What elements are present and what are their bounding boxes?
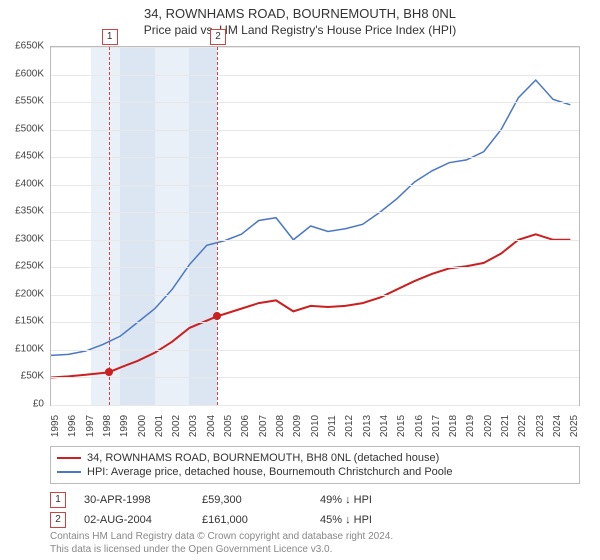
x-tick-label: 2006 <box>240 415 251 437</box>
transaction-date: 02-AUG-2004 <box>84 514 184 526</box>
legend-swatch <box>57 471 81 473</box>
y-tick-label: £0 <box>33 399 44 410</box>
x-tick-label: 2001 <box>154 415 165 437</box>
x-tick-label: 2012 <box>344 415 355 437</box>
legend: 34, ROWNHAMS ROAD, BOURNEMOUTH, BH8 0NL … <box>50 446 580 484</box>
x-tick-label: 2015 <box>396 415 407 437</box>
y-tick-label: £650K <box>15 41 44 52</box>
legend-row: 34, ROWNHAMS ROAD, BOURNEMOUTH, BH8 0NL … <box>57 451 573 465</box>
y-tick-label: £350K <box>15 206 44 217</box>
x-tick-label: 2013 <box>362 415 373 437</box>
x-tick-label: 2020 <box>483 415 494 437</box>
transaction-id-box: 1 <box>50 492 66 508</box>
y-axis-labels: £0£50K£100K£150K£200K£250K£300K£350K£400… <box>0 46 48 406</box>
x-tick-label: 1995 <box>50 415 61 437</box>
y-tick-label: £600K <box>15 68 44 79</box>
footer-attribution: Contains HM Land Registry data © Crown c… <box>50 530 580 556</box>
plot-area: 12 <box>50 46 580 406</box>
footer-line: This data is licensed under the Open Gov… <box>50 543 580 556</box>
x-tick-label: 1998 <box>102 415 113 437</box>
x-tick-label: 2024 <box>552 415 563 437</box>
chart-container: { "title": "34, ROWNHAMS ROAD, BOURNEMOU… <box>0 0 600 560</box>
y-tick-label: £300K <box>15 233 44 244</box>
x-tick-label: 1996 <box>67 415 78 437</box>
x-tick-label: 2004 <box>206 415 217 437</box>
event-marker-box: 1 <box>102 29 118 45</box>
x-axis-labels: 1995 1996 1997 1998 1999 2000 2001 2002 2003 2004… <box>50 408 580 444</box>
x-tick-label: 2023 <box>535 415 546 437</box>
x-tick-label: 2005 <box>223 415 234 437</box>
transaction-delta: 49% ↓ HPI <box>320 494 420 506</box>
x-tick-label: 2025 <box>569 415 580 437</box>
x-tick-label: 2003 <box>188 415 199 437</box>
event-line <box>109 47 110 405</box>
event-line <box>217 47 218 405</box>
transaction-row: 1 30-APR-1998 £59,300 49% ↓ HPI <box>50 490 580 510</box>
x-tick-label: 2019 <box>465 415 476 437</box>
y-tick-label: £450K <box>15 151 44 162</box>
y-tick-label: £50K <box>21 371 44 382</box>
legend-label: HPI: Average price, detached house, Bour… <box>87 466 452 478</box>
x-tick-label: 1999 <box>119 415 130 437</box>
x-tick-label: 2021 <box>500 415 511 437</box>
transaction-row: 2 02-AUG-2004 £161,000 45% ↓ HPI <box>50 510 580 530</box>
x-tick-label: 2016 <box>414 415 425 437</box>
x-tick-label: 2008 <box>275 415 286 437</box>
series-marker <box>105 368 113 376</box>
transaction-price: £161,000 <box>202 514 302 526</box>
x-tick-label: 2002 <box>171 415 182 437</box>
x-tick-label: 2007 <box>258 415 269 437</box>
x-tick-label: 2000 <box>137 415 148 437</box>
y-tick-label: £550K <box>15 96 44 107</box>
series-hpi <box>51 80 570 355</box>
x-tick-label: 2018 <box>448 415 459 437</box>
chart-svg <box>51 47 579 405</box>
legend-row: HPI: Average price, detached house, Bour… <box>57 465 573 479</box>
legend-label: 34, ROWNHAMS ROAD, BOURNEMOUTH, BH8 0NL … <box>87 452 439 464</box>
x-tick-label: 2010 <box>310 415 321 437</box>
y-tick-label: £250K <box>15 261 44 272</box>
legend-swatch <box>57 457 81 459</box>
chart-subtitle: Price paid vs. HM Land Registry's House … <box>0 23 600 37</box>
y-tick-label: £200K <box>15 288 44 299</box>
event-marker-box: 2 <box>210 29 226 45</box>
series-property <box>51 234 570 377</box>
x-tick-label: 2014 <box>379 415 390 437</box>
x-tick-label: 2022 <box>517 415 528 437</box>
footer-line: Contains HM Land Registry data © Crown c… <box>50 530 580 543</box>
x-tick-label: 2011 <box>327 415 338 437</box>
transaction-date: 30-APR-1998 <box>84 494 184 506</box>
chart-title: 34, ROWNHAMS ROAD, BOURNEMOUTH, BH8 0NL <box>0 6 600 21</box>
transaction-notes: 1 30-APR-1998 £59,300 49% ↓ HPI 2 02-AUG-2004… <box>50 490 580 530</box>
x-tick-label: 2017 <box>431 415 442 437</box>
transaction-delta: 45% ↓ HPI <box>320 514 420 526</box>
x-tick-label: 1997 <box>85 415 96 437</box>
transaction-id-box: 2 <box>50 512 66 528</box>
y-tick-label: £100K <box>15 343 44 354</box>
y-tick-label: £500K <box>15 123 44 134</box>
y-tick-label: £400K <box>15 178 44 189</box>
series-marker <box>213 312 221 320</box>
transaction-price: £59,300 <box>202 494 302 506</box>
x-tick-label: 2009 <box>292 415 303 437</box>
y-tick-label: £150K <box>15 316 44 327</box>
